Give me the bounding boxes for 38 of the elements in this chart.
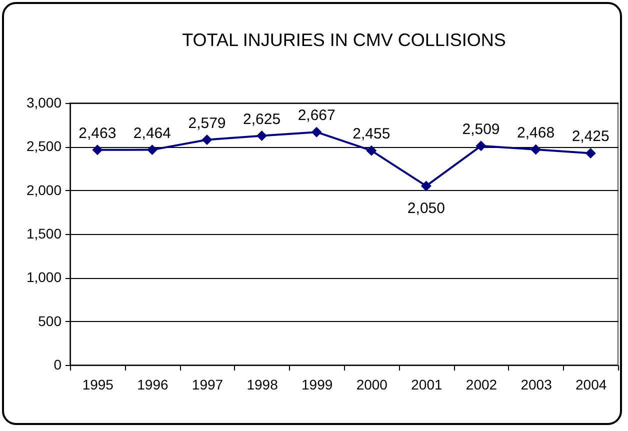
point [420, 180, 432, 192]
x-tick-label: 1996 [137, 376, 168, 392]
y-tick-label: 2,000 [26, 182, 62, 198]
point [202, 134, 212, 146]
y-tick-label: 1,500 [26, 226, 62, 242]
y-tick-label: 500 [38, 312, 62, 329]
data-label: 2,468 [517, 124, 555, 142]
x-tick-label: 2002 [466, 376, 498, 392]
data-label: 2,464 [133, 124, 171, 142]
point [256, 130, 268, 141]
point [92, 144, 103, 156]
chart-title: TOTAL INJURIES IN CMV COLLISIONS [182, 30, 506, 50]
data-label: 2,579 [188, 114, 226, 132]
y-tick-label: 3,000 [26, 94, 62, 110]
x-tick-label: 1998 [246, 376, 278, 392]
point [585, 148, 596, 158]
y-tick-label: 1,000 [26, 269, 62, 286]
point [366, 145, 377, 156]
point [476, 140, 486, 152]
x-tick-label: 1997 [192, 376, 224, 392]
data-label: 2,463 [78, 124, 116, 142]
y-tick-label: 0 [54, 356, 62, 372]
x-tick-label: 1995 [82, 376, 114, 392]
y-tick-label: 2,500 [26, 138, 62, 154]
point [311, 126, 322, 138]
x-tick-label: 2004 [576, 376, 607, 392]
data-label: 2,425 [572, 128, 610, 146]
x-tick-label: 2003 [520, 376, 552, 392]
point [146, 144, 158, 156]
x-tick-label: 1999 [302, 376, 333, 392]
data-label: 2,625 [243, 110, 281, 128]
data-label: 2,667 [298, 107, 336, 124]
point [530, 144, 542, 155]
data-label: 2,050 [407, 200, 445, 217]
x-tick-label: 2000 [356, 376, 388, 392]
data-label: 2,455 [352, 126, 390, 143]
data-label: 2,509 [462, 120, 500, 138]
x-tick-label: 2001 [411, 376, 442, 392]
